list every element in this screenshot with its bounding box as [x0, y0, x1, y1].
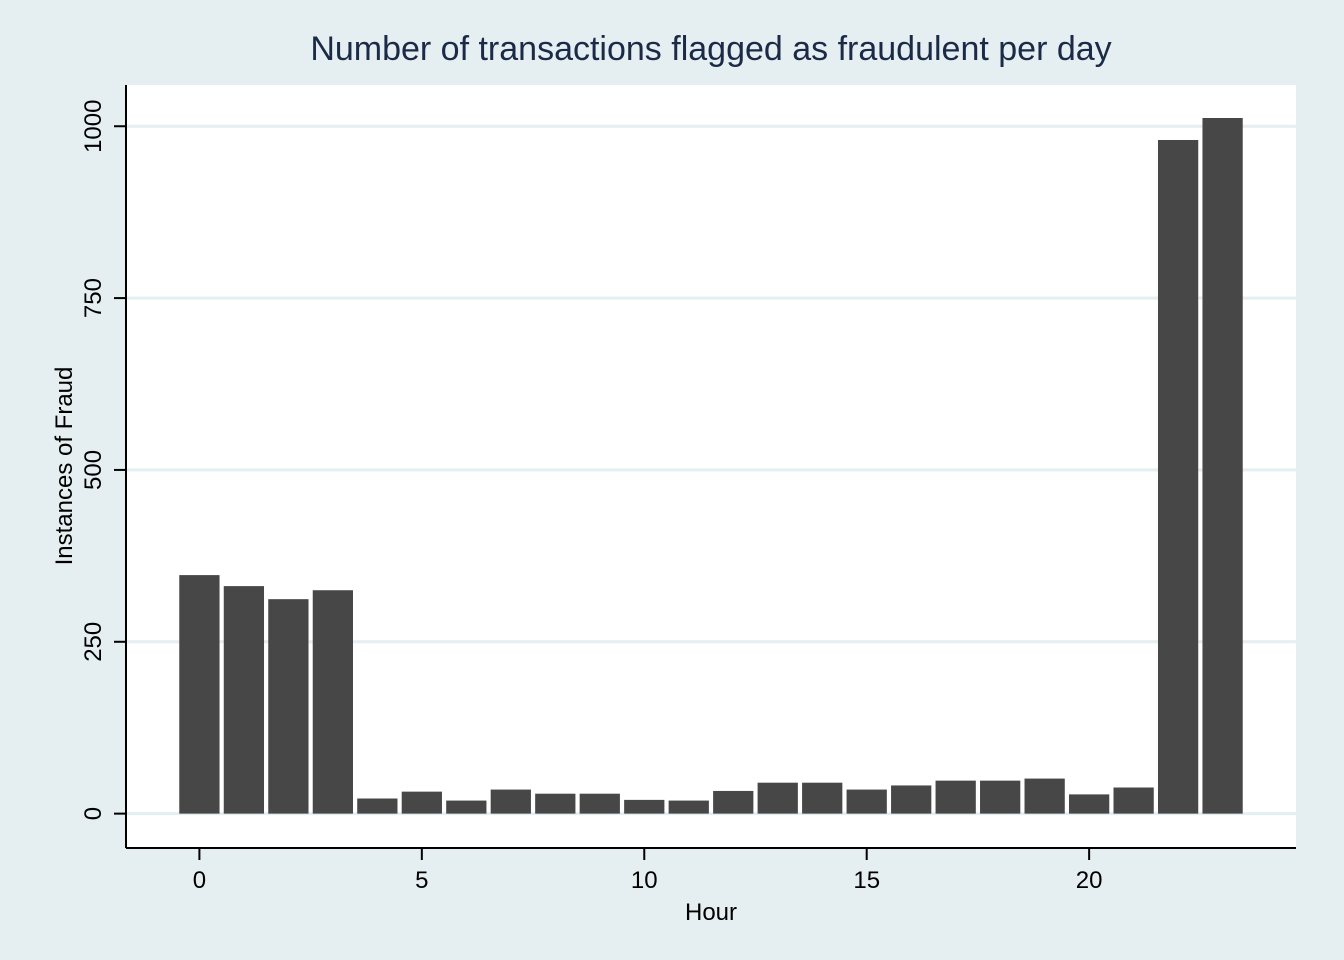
- bar: [757, 782, 798, 814]
- bar: [1202, 117, 1243, 814]
- x-tick-label: 20: [1076, 867, 1103, 894]
- bar: [1157, 139, 1199, 814]
- bar: [980, 780, 1021, 814]
- bar: [624, 799, 665, 814]
- bar: [579, 793, 620, 814]
- bar: [179, 575, 220, 814]
- bar: [846, 789, 887, 814]
- y-tick-label: 750: [80, 278, 107, 318]
- bar: [1113, 787, 1154, 814]
- y-tick-label: 0: [80, 807, 107, 820]
- bar: [535, 793, 576, 814]
- bar: [1069, 794, 1110, 814]
- y-tick-label: 250: [80, 622, 107, 662]
- bar: [1024, 778, 1065, 814]
- x-axis-label: Hour: [685, 899, 737, 926]
- bar: [223, 586, 265, 814]
- bar: [268, 599, 309, 814]
- bar: [935, 780, 976, 814]
- y-axis-label: Instances of Fraud: [51, 367, 78, 566]
- bar: [312, 590, 353, 814]
- x-tick-label: 0: [193, 867, 206, 894]
- x-axis-ticks: 0 5 10 15 20: [193, 848, 1103, 894]
- y-axis-ticks: 0 250 500 750 1000: [80, 100, 126, 820]
- bar: [713, 790, 754, 814]
- x-tick-label: 15: [853, 867, 880, 894]
- bar: [357, 798, 398, 814]
- bar: [490, 789, 531, 814]
- bar: [446, 800, 487, 814]
- x-tick-label: 10: [631, 867, 658, 894]
- bar: [802, 782, 843, 814]
- bar: [668, 800, 709, 814]
- bars: [179, 117, 1243, 814]
- y-tick-label: 1000: [80, 100, 107, 153]
- bar: [401, 791, 442, 814]
- bar: [891, 785, 932, 814]
- x-tick-label: 5: [415, 867, 428, 894]
- y-tick-label: 500: [80, 450, 107, 490]
- chart-title: Number of transactions flagged as fraudu…: [310, 30, 1111, 68]
